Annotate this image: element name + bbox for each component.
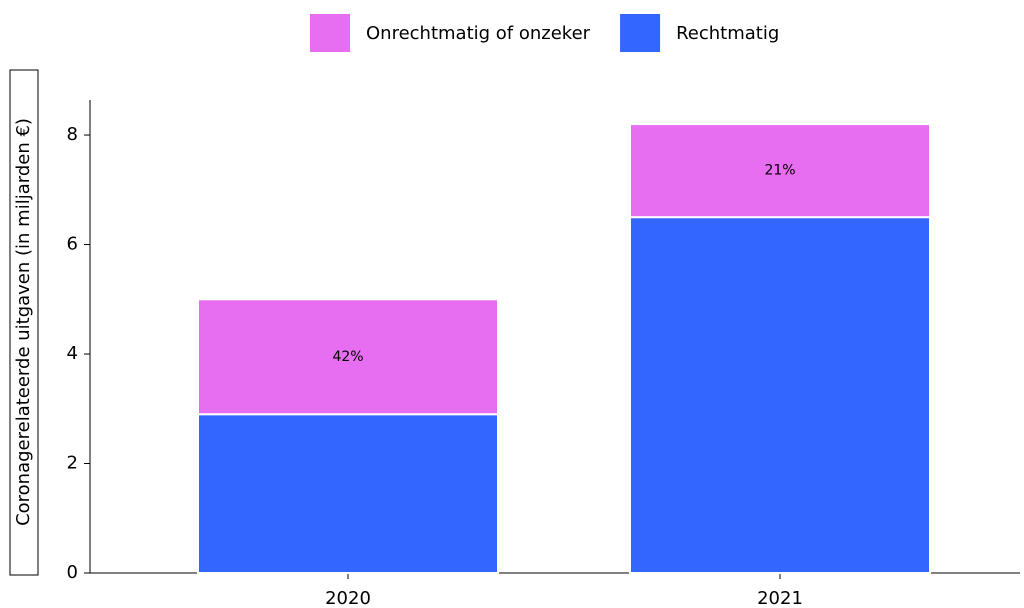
- y-tick-label: 6: [67, 234, 78, 255]
- legend-label: Rechtmatig: [676, 23, 779, 44]
- bar-segment: [629, 216, 931, 574]
- bar-segment: [629, 123, 931, 219]
- bar-segment: [197, 413, 499, 575]
- bar-segment: [197, 298, 499, 416]
- y-label-box: [9, 69, 39, 576]
- bar-annotation: 42%: [332, 349, 363, 365]
- y-tick-label: 8: [67, 124, 78, 145]
- legend-swatch: [620, 14, 661, 52]
- legend-swatch: [310, 14, 350, 52]
- y-tick-label: 4: [67, 343, 78, 364]
- y-axis-label: Coronagerelateerde uitgaven (in miljarde…: [13, 118, 34, 526]
- x-tick-label: 2021: [757, 588, 803, 608]
- y-tick-label: 0: [67, 562, 78, 583]
- bar-annotation: 21%: [764, 163, 795, 179]
- x-tick-label: 2020: [325, 588, 371, 608]
- y-tick-label: 2: [67, 453, 78, 474]
- legend-label: Onrechtmatig of onzeker: [366, 23, 591, 44]
